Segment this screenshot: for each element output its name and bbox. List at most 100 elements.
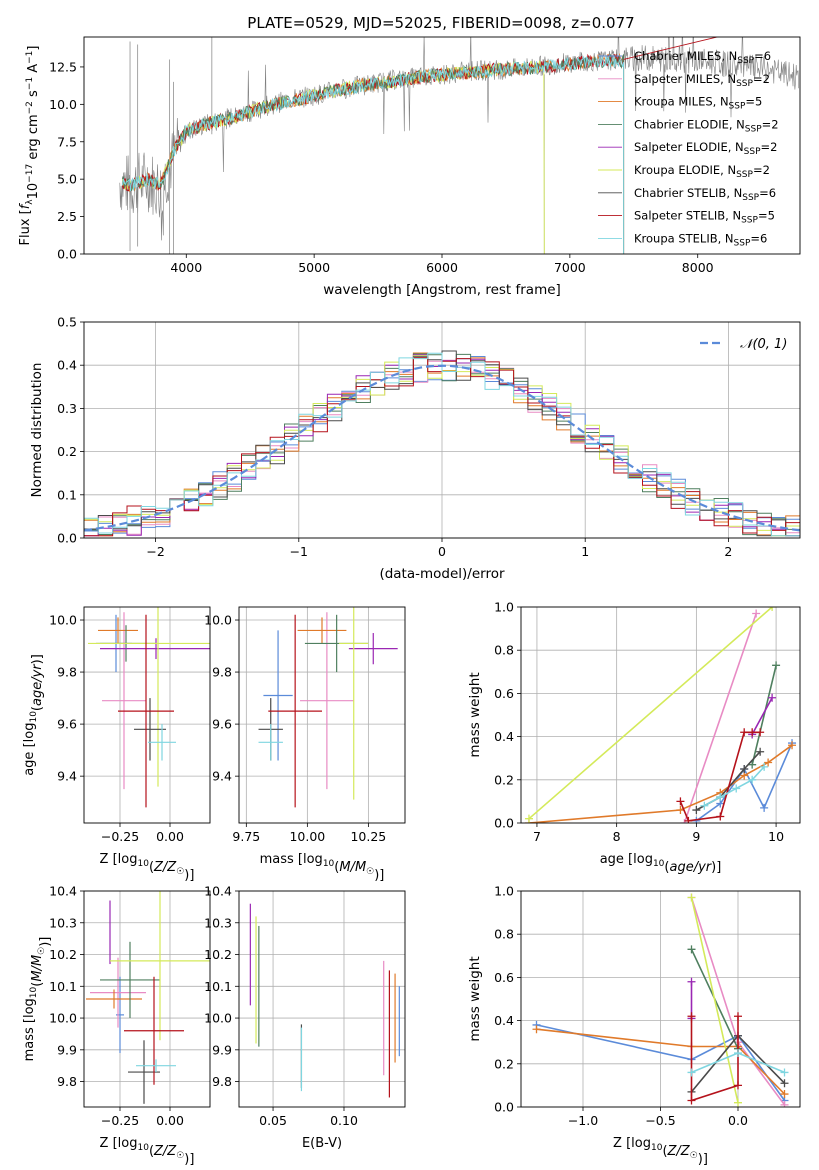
x-label-part: M/M <box>339 860 366 875</box>
weight-marker <box>687 893 696 902</box>
y-tick-label: 10.3 <box>204 915 232 930</box>
weight-marker <box>676 797 685 806</box>
x-tick-label: 10.00 <box>289 829 325 844</box>
legend-text: =2 <box>761 140 778 154</box>
x-label-part: Z [log <box>100 1136 138 1151</box>
x-tick-label: −1.0 <box>568 1113 598 1128</box>
x-label-part: Z [log <box>100 852 138 867</box>
x-tick-label: 0.10 <box>330 1113 358 1128</box>
y-label-part: s <box>26 90 41 101</box>
x-label-part: )] <box>184 868 194 883</box>
weight-marker <box>684 816 693 823</box>
weight-marker <box>780 1090 789 1099</box>
y-tick-label: 9.8 <box>57 665 77 680</box>
y-axis-label: mass weight <box>467 956 483 1041</box>
y-tick-label: 0.1 <box>57 487 77 502</box>
legend-text: Kroupa ELODIE, N <box>634 163 736 177</box>
x-label-part: age/yr <box>669 860 712 875</box>
weight-marker <box>734 1098 742 1107</box>
weight-marker <box>687 977 696 986</box>
x-tick-label: 10 <box>768 829 784 844</box>
y-label-part: −1 <box>25 51 35 64</box>
x-label-part: 10 <box>137 1143 149 1153</box>
legend-text: SSP <box>736 170 753 180</box>
y-label-part: )] <box>30 654 45 664</box>
weight-marker <box>772 661 781 670</box>
legend-label: Chabrier STELIB, NSSP=6 <box>634 186 776 203</box>
weight-marker <box>676 806 685 815</box>
x-label-part: 10 <box>653 859 665 869</box>
legend-label: Kroupa MILES, NSSP=5 <box>634 95 762 112</box>
y-tick-label: 9.9 <box>57 1042 77 1057</box>
weight-marker <box>700 801 709 810</box>
x-tick-label: −0.25 <box>101 829 139 844</box>
weight-marker <box>734 1049 742 1057</box>
y-label-part: λ <box>25 199 35 205</box>
x-axis-label: age [log10(age/yr)] <box>600 852 722 875</box>
x-label-part: )] <box>374 868 384 883</box>
y-label-part: )] <box>38 937 53 947</box>
spectrum-panel: 0.0 2.5 5.0 7.5 10.0 12.5 4000 5000 6000 7000 8000… <box>18 36 801 298</box>
y-tick-label: 0.4 <box>494 1013 514 1028</box>
legend-text: =2 <box>762 117 779 131</box>
x-axis-label: mass [log10(M/M☉)] <box>260 852 385 883</box>
y-axis-label: age [log10(age/yr)] <box>22 654 45 776</box>
x-label-part: ( <box>149 1144 154 1159</box>
x-label-part: E(B-V) <box>302 1136 342 1151</box>
legend-text: SSP <box>741 216 758 226</box>
weight-marker <box>760 803 769 812</box>
weight-marker <box>687 1096 696 1105</box>
weight-line <box>690 897 739 1103</box>
x-label-part: ☉ <box>366 867 374 877</box>
y-tick-label: 10.2 <box>204 947 232 962</box>
x-tick-label: −0.5 <box>645 1113 675 1128</box>
legend-text: Chabrier ELODIE, N <box>634 117 745 131</box>
axes-frame <box>83 606 211 824</box>
weight-line <box>751 665 777 765</box>
y-label-part: 10 <box>29 711 39 723</box>
legend-text: =6 <box>754 49 771 63</box>
y-tick-label: 10.0 <box>49 97 77 112</box>
y-label-part: A <box>26 64 41 77</box>
x-label-part: )] <box>184 1152 194 1167</box>
y-label-part: −2 <box>25 101 35 114</box>
y-tick-label: 9.6 <box>212 717 232 732</box>
weight-marker <box>788 741 797 750</box>
x-tick-label: 0.00 <box>156 829 184 844</box>
spectrum-model-line <box>121 60 545 254</box>
y-tick-label: 9.4 <box>57 769 77 784</box>
weight-marker <box>780 1079 789 1088</box>
weight-marker <box>524 814 533 823</box>
weight-marker <box>716 812 725 821</box>
y-tick-label: 0.0 <box>57 531 77 546</box>
x-tick-label: 8 <box>613 829 621 844</box>
y-label-part: ( <box>30 706 45 711</box>
legend-text: Chabrier STELIB, N <box>634 186 742 200</box>
legend-text: Salpeter ELODIE, N <box>634 140 744 154</box>
x-tick-label: −1 <box>290 544 308 559</box>
axes-frame <box>238 606 406 824</box>
legend-text: Chabrier MILES, N <box>634 49 737 63</box>
weight-marker <box>732 784 741 793</box>
weight-marker <box>687 945 696 954</box>
x-tick-label: 1 <box>581 544 589 559</box>
age-vs-metallicity-panel: 9.49.69.810.0−0.25 0.00Z [log10(Z/Z☉)]age… <box>22 606 211 883</box>
axes-frame <box>83 321 801 539</box>
weight-marker <box>532 1025 541 1034</box>
x-tick-label: 0.0 <box>728 1113 748 1128</box>
x-label-part: Z [log <box>613 1136 651 1151</box>
y-label-part: ( <box>30 982 45 987</box>
weight-marker <box>748 728 757 737</box>
normal-curve <box>84 364 800 532</box>
legend-label: Kroupa ELODIE, NSSP=2 <box>634 163 770 180</box>
weight-line <box>536 1028 786 1095</box>
x-tick-label: 10.25 <box>350 829 386 844</box>
legend-text: SSP <box>737 56 754 66</box>
legend-text: Kroupa STELIB, N <box>634 231 734 245</box>
legend-text: SSP <box>745 124 762 134</box>
y-label-part: erg cm <box>26 114 41 163</box>
axes-frame <box>520 890 801 1108</box>
x-tick-label: 8000 <box>682 260 714 275</box>
histogram-kroupa-stelib <box>84 352 800 537</box>
